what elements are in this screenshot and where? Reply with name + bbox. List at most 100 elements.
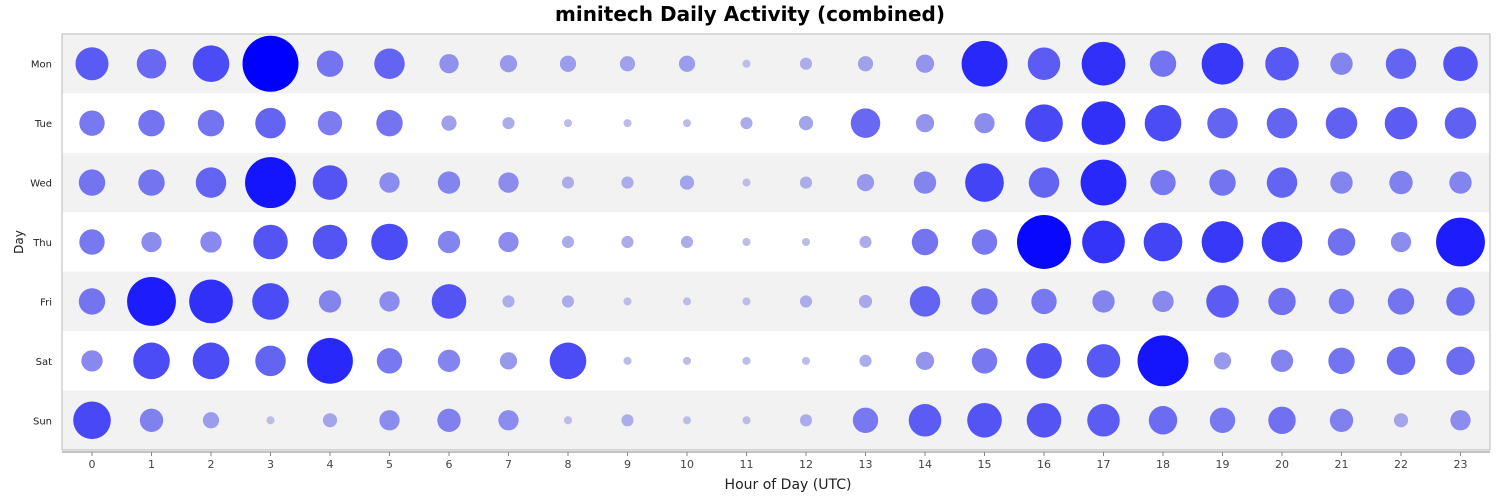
bubble-tue-13 [850,108,881,138]
bubble-sat-9 [623,356,632,365]
x-tick-label: 8 [565,458,572,471]
bubble-thu-21 [1327,228,1356,256]
bubble-fri-19 [1206,285,1239,318]
bubble-thu-22 [1390,231,1412,253]
bubble-thu-1 [141,231,162,253]
bubble-fri-10 [682,297,692,306]
bubble-thu-10 [680,235,694,249]
bubble-fri-3 [252,283,289,320]
x-tick-label: 0 [89,458,96,471]
bubble-sat-7 [499,352,518,370]
bubble-sun-10 [682,416,692,425]
bubble-sat-21 [1328,347,1355,375]
row-band [62,212,1490,272]
bubble-sat-17 [1086,344,1121,378]
x-tick-label: 6 [446,458,453,471]
bubble-wed-16 [1028,167,1060,198]
bubble-tue-19 [1207,107,1238,139]
x-tick-label: 3 [267,458,274,471]
y-tick-label: Wed [30,179,52,190]
bubble-tue-18 [1144,104,1182,142]
y-tick-label: Sat [36,357,52,368]
bubble-sun-6 [437,408,461,432]
bubble-sat-23 [1446,346,1475,376]
x-tick-label: 17 [1097,458,1111,471]
x-tick-label: 13 [859,458,873,471]
bubble-sat-12 [801,356,811,365]
bubble-thu-17 [1082,220,1125,264]
bubble-sat-1 [133,342,170,380]
row-band [62,331,1490,391]
bubble-wed-13 [856,173,875,192]
bubble-sun-8 [563,416,573,425]
bubble-thu-8 [561,235,575,249]
bubble-wed-3 [245,157,296,209]
bubble-mon-22 [1385,48,1417,79]
bubble-fri-11 [742,297,751,306]
bubble-mon-18 [1149,50,1177,77]
bubble-sat-18 [1137,335,1189,387]
x-tick-label: 5 [386,458,393,471]
bubble-thu-15 [971,229,998,255]
bubble-thu-11 [742,237,751,247]
bubble-wed-9 [621,176,634,189]
bubble-tue-16 [1025,104,1063,142]
bubble-sun-23 [1450,410,1471,431]
bubble-fri-9 [623,297,632,306]
bubble-wed-15 [965,163,1004,202]
bubble-sun-4 [322,413,338,428]
bubble-sat-15 [971,348,998,374]
bubble-wed-23 [1449,171,1472,194]
bubble-thu-18 [1143,222,1183,262]
bubbles [73,35,1485,440]
bubble-mon-17 [1081,41,1126,86]
bubble-fri-6 [431,284,467,319]
bubble-tue-6 [441,115,457,131]
bubble-fri-20 [1268,287,1296,316]
bubble-mon-3 [242,35,299,92]
bubble-sun-7 [498,410,519,431]
bubble-thu-14 [911,228,939,256]
bubble-thu-0 [79,229,105,255]
x-axis: 0 1 2 3 4 5 6 7 8 9 10 11 12 13 14 15 16 17 18 19 20 21 22 23 [62,451,1490,471]
bubble-wed-11 [742,178,751,187]
plot-area [61,33,1491,451]
bubble-thu-6 [437,230,461,254]
bubble-sat-19 [1213,352,1232,370]
bubble-tue-22 [1384,106,1418,140]
bubble-fri-16 [1031,288,1057,315]
bubble-tue-9 [623,119,632,128]
bubble-wed-7 [498,172,519,193]
x-tick-label: 19 [1216,458,1230,471]
bubble-wed-0 [78,169,106,196]
bubble-sun-12 [799,414,813,427]
bubble-wed-4 [312,165,348,200]
bubble-thu-13 [859,235,872,249]
bubble-thu-7 [498,231,519,253]
bubble-wed-12 [799,176,813,189]
bubble-fri-0 [78,288,106,315]
bubble-mon-0 [75,47,109,81]
y-tick-label: Tue [34,119,52,130]
bubble-fri-18 [1152,290,1174,313]
bubble-sat-10 [682,356,692,365]
bubble-tue-4 [317,110,343,136]
chart-title: minitech Daily Activity (combined) [555,2,945,26]
bubble-sat-8 [549,342,587,380]
bubble-fri-2 [189,279,233,324]
bubble-tue-7 [502,117,515,130]
y-tick-label: Fri [40,297,52,308]
x-tick-label: 22 [1394,458,1408,471]
bubble-mon-20 [1265,46,1299,81]
bubble-fri-14 [909,286,941,317]
bubble-tue-1 [138,109,165,137]
bubble-sat-20 [1270,349,1294,373]
y-tick-label: Mon [31,60,52,71]
bubble-thu-4 [312,224,348,260]
bubble-thu-16 [1017,215,1071,269]
row-band [62,93,1490,153]
bubble-mon-21 [1330,52,1353,75]
bubble-sun-0 [73,401,111,440]
row-band [62,152,1490,213]
